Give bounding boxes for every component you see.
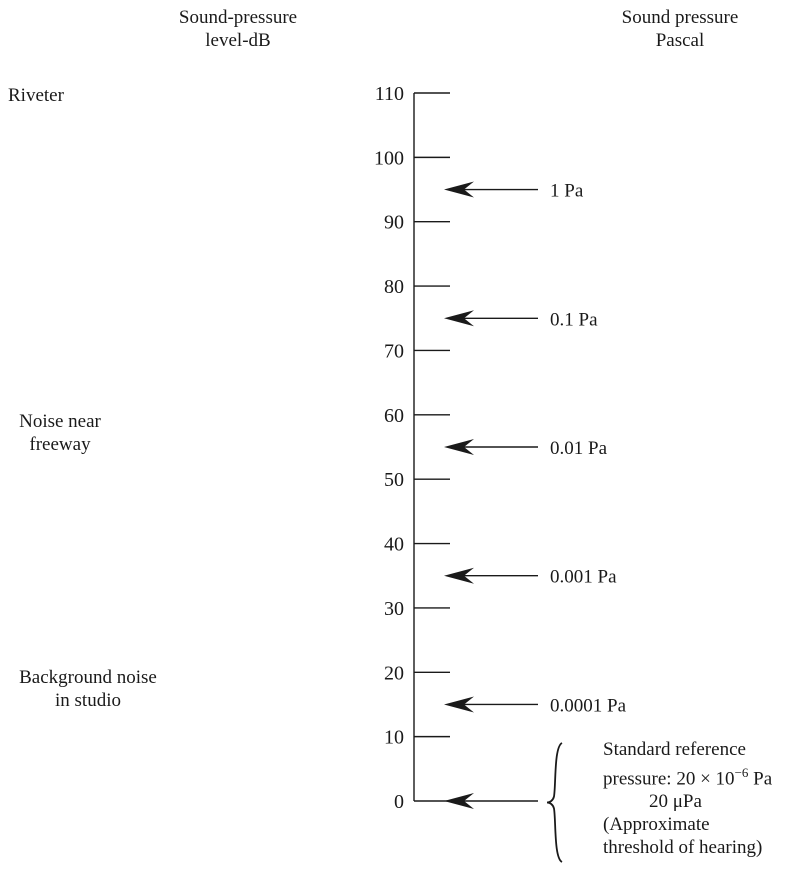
reference-line-2-prefix: pressure: 20 × 10 [603,768,735,790]
source-studio-line-1: Background noise [19,667,157,688]
pressure-arrow-head [444,439,474,455]
source-freeway: Noise near freeway [8,410,112,456]
pascal-header-line-1: Sound pressure [621,7,739,28]
pressure-label: 0.1 Pa [550,309,598,330]
reference-exponent: −6 [734,765,749,780]
source-freeway-line-2: freeway [29,434,91,455]
reference-line-4: (Approximate [603,814,710,836]
source-studio: Background noise in studio [8,666,168,712]
db-tick-label: 10 [384,727,404,749]
db-tick-label: 70 [384,340,404,362]
db-header-line-2: level-dB [205,30,271,51]
db-header-line-1: Sound-pressure [178,7,298,28]
pressure-arrow-head [444,567,474,584]
pressure-arrow-head [444,793,474,809]
db-tick-label: 20 [384,662,404,684]
pressure-label: 0.001 Pa [550,567,617,588]
db-tick-label: 40 [384,534,404,556]
pressure-label: 0.01 Pa [550,438,608,459]
source-freeway-line-1: Noise near [19,411,101,432]
pascal-scale-header: Sound pressure Pascal [560,6,800,52]
pressure-arrow-head [444,310,474,327]
reference-pressure-note: Standard reference pressure: 20 × 10−6 P… [603,738,803,859]
db-tick-label: 60 [384,405,404,427]
source-riveter: Riveter [8,85,64,106]
db-tick-label: 80 [384,276,404,298]
db-tick-label: 90 [384,212,404,234]
pressure-arrow-head [444,181,474,198]
db-tick-label: 0 [394,791,404,813]
db-tick-label: 100 [374,147,404,169]
source-studio-line-2: in studio [55,690,121,711]
reference-line-1: Standard reference [603,739,746,760]
db-scale-header: Sound-pressure level-dB [118,6,358,52]
pressure-label: 0.0001 Pa [550,695,627,716]
db-tick-label: 30 [384,598,404,620]
db-tick-label: 110 [375,83,404,105]
reference-line-2: pressure: 20 × 10−6 Pa [603,761,803,790]
reference-brace [546,742,563,863]
reference-line-5: threshold of hearing) [603,837,763,859]
reference-line-2-suffix: Pa [748,768,773,790]
pascal-header-line-2: Pascal [655,30,705,51]
pressure-label: 1 Pa [550,181,584,202]
db-tick-label: 50 [384,469,404,491]
pressure-arrow-head [444,696,474,713]
reference-line-3: 20 μPa [649,791,702,813]
